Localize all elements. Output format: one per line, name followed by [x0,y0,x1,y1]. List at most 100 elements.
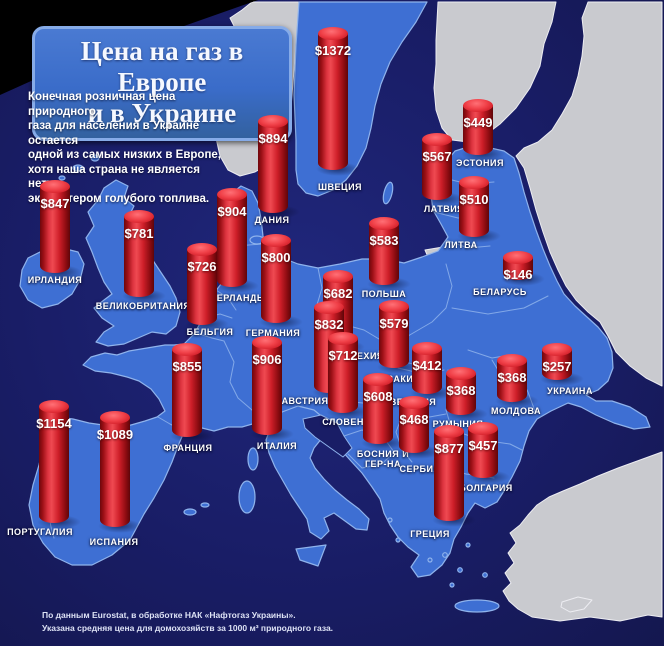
bar-body [379,306,409,368]
bar-body [399,402,429,453]
country-label: ВЕЛИКОБРИТАНИЯ [95,301,191,311]
bar-top-cap [328,332,358,345]
bar-body [261,240,291,323]
price-label: $368 [497,370,527,385]
balearic2-shape [200,502,210,508]
country-label: ЛАТВИЯ [423,204,465,214]
price-label: $726 [187,259,217,274]
aegean-isle [449,582,455,588]
gotland-shape [382,181,394,205]
bar-top-cap [124,210,154,223]
country-label: БОЛГАРИЯ [459,483,513,493]
sardinia-shape [238,480,256,514]
bar-body [252,342,282,435]
bar-body [363,379,393,444]
country-label: НИДЕРЛАНДЫ [195,293,267,303]
price-bar: $412 [410,342,454,400]
ionian-isle [387,517,393,523]
russia-shape [515,1,663,387]
price-label: $894 [258,131,288,146]
bar-top-cap [314,301,344,314]
price-label: $847 [40,196,70,211]
bar-top-cap [503,251,533,264]
price-bar: $257 [540,343,584,386]
price-label: $412 [412,358,442,373]
bar-body [459,182,489,237]
bar-body [39,406,69,523]
price-bar: $457 [466,422,510,484]
price-bar: $904 [215,188,259,293]
bar-top-cap [39,400,69,413]
bar-top-cap [261,234,291,247]
country-label: ИСПАНИЯ [89,537,139,547]
price-bar: $726 [185,243,229,331]
price-bar: $608 [361,373,405,450]
intro-line: экспортером голубого топлива. [28,192,210,205]
country-label: СЛОВЕНИЯ [322,417,378,427]
country-label: БЕЛЬГИЯ [186,327,234,337]
bar-top-cap [369,217,399,230]
country-label: ДАНИЯ [254,215,290,225]
price-label: $1154 [36,416,72,431]
bar-body [446,373,476,415]
balearic1-shape [183,508,197,516]
price-bar: $567 [420,133,464,206]
country-label: БЕЛАРУСЬ [473,287,527,297]
country-label: ЛИТВА [444,240,478,250]
orkney-shape [90,154,100,162]
price-label: $567 [422,149,452,164]
page-title-line1: Цена на газ в Европе [80,36,244,97]
price-label: $1089 [96,427,134,442]
corsica-shape [247,447,259,471]
aegean-isle [427,557,433,563]
aegean-isle [482,572,488,578]
aegean-isle [457,567,463,573]
price-bar: $368 [444,367,488,421]
bar-top-cap [100,411,130,424]
price-bar: $800 [259,234,303,329]
bar-top-cap [399,396,429,409]
bar-top-cap [497,354,527,367]
bar-top-cap [323,270,353,283]
source-note-line: По данным Eurostat, в обработке НАК «Наф… [42,610,296,620]
aegean-isle [442,552,448,558]
bar-top-cap [187,243,217,256]
turkey-shape [502,451,663,622]
aegean-isle [465,542,471,548]
price-bar: $855 [170,343,214,443]
bar-body [412,348,442,394]
cyprus-shape [560,596,593,613]
country-label: ИРЛАНДИЯ [27,275,83,285]
bar-top-cap [258,115,288,128]
country-label: ГЕРМАНИЯ [245,328,301,338]
price-label: $781 [124,226,154,241]
bar-body [217,194,247,287]
price-bar: $579 [377,300,421,374]
bar-body [318,33,348,170]
bar-body [468,428,498,478]
price-label: $832 [314,317,344,332]
price-label: $904 [217,204,247,219]
intro-line: Конечная розничная цена природного [28,91,176,118]
price-bar: $146 [501,251,545,286]
price-label: $1372 [314,43,352,58]
price-label: $855 [172,359,202,374]
price-bar: $1089 [96,411,142,533]
country-label: ФРАНЦИЯ [163,443,213,453]
bar-body [422,139,452,200]
price-label: $457 [468,438,498,453]
country-label: ИТАЛИЯ [256,441,298,451]
bar-body [172,349,202,437]
price-bar: $781 [122,210,166,303]
bar-body [369,223,399,285]
finland-shape [433,1,557,143]
price-bar: $1154 [36,400,81,529]
bar-top-cap [542,343,572,356]
price-label: $257 [542,359,572,374]
price-bar: $712 [326,332,370,419]
country-label: СЕРБИЯ [399,464,441,474]
bar-body [497,360,527,402]
price-label: $906 [252,352,282,367]
country-label: ПОЛЬША [361,289,407,299]
intro-line: одной из самых низких в Европе, [28,149,221,161]
